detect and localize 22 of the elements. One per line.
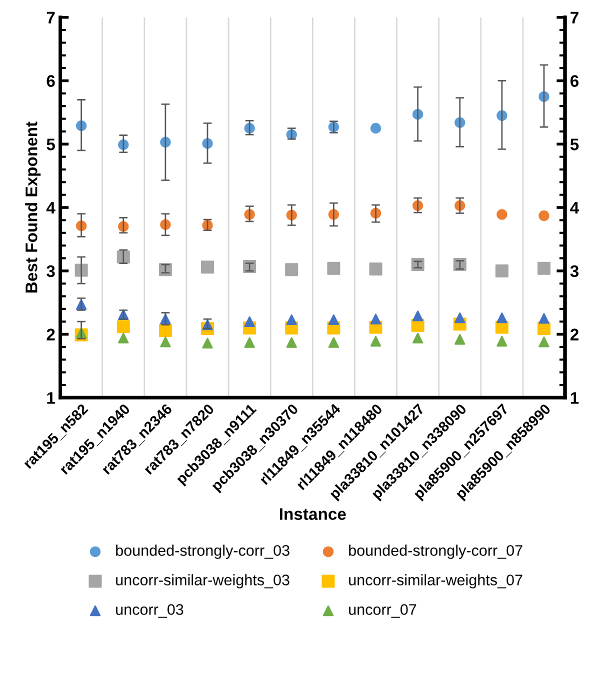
legend-label: bounded-strongly-corr_03 bbox=[116, 544, 290, 559]
y-axis-title: Best Found Exponent bbox=[25, 122, 41, 292]
y-tick-label: 2 bbox=[46, 328, 55, 340]
y-tick-label: 3 bbox=[46, 265, 55, 278]
y2-tick-label: 7 bbox=[570, 12, 578, 24]
y-tick-label: 4 bbox=[46, 202, 56, 214]
legend-label: uncorr_07 bbox=[349, 604, 416, 618]
y-tick-label: 1 bbox=[47, 392, 55, 404]
y2-tick-label: 1 bbox=[570, 392, 579, 404]
legend-label: uncorr_03 bbox=[116, 604, 184, 618]
x-axis-title: Instance bbox=[280, 508, 346, 520]
y-tick-label: 7 bbox=[46, 12, 55, 24]
y-tick-label: 5 bbox=[46, 138, 55, 150]
y2-tick-label: 4 bbox=[570, 202, 580, 214]
legend-label: uncorr-similar-weights_03 bbox=[116, 574, 290, 588]
legend-label: bounded-strongly-corr_07 bbox=[349, 544, 522, 559]
y2-tick-label: 3 bbox=[570, 265, 579, 278]
legend-label: uncorr-similar-weights_07 bbox=[349, 574, 522, 588]
y-tick-label: 6 bbox=[46, 75, 55, 87]
y2-tick-label: 5 bbox=[570, 138, 579, 150]
y2-tick-label: 6 bbox=[570, 75, 579, 87]
y2-tick-label: 2 bbox=[570, 328, 578, 340]
